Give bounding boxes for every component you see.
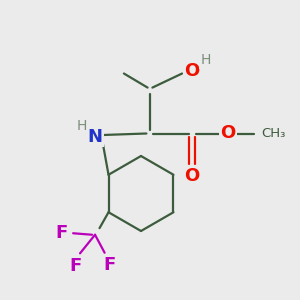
Text: N: N	[87, 128, 102, 146]
Text: O: O	[184, 61, 200, 80]
Text: F: F	[55, 224, 67, 242]
Text: H: H	[77, 119, 87, 133]
Text: F: F	[103, 256, 116, 274]
Text: F: F	[69, 257, 82, 275]
Text: H: H	[201, 53, 211, 67]
Text: O: O	[220, 124, 236, 142]
Text: CH₃: CH₃	[261, 127, 285, 140]
Text: O: O	[184, 167, 200, 185]
